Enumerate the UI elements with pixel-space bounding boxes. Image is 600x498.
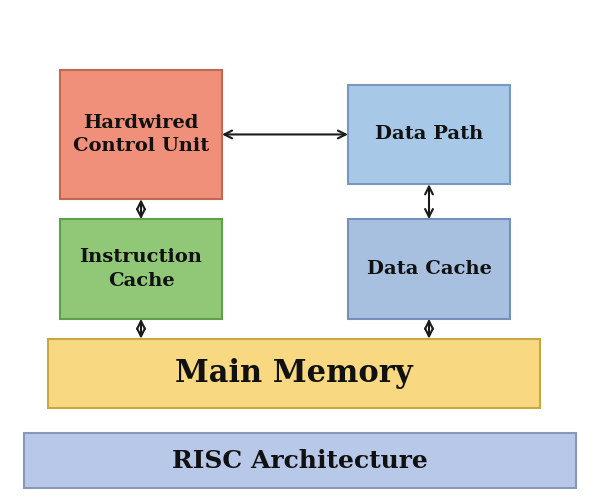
Text: RISC Architecture: RISC Architecture — [172, 449, 428, 473]
Text: Data Cache: Data Cache — [367, 260, 491, 278]
FancyBboxPatch shape — [348, 219, 510, 319]
FancyArrowPatch shape — [137, 321, 145, 336]
FancyArrowPatch shape — [224, 130, 346, 138]
Text: Hardwired
Control Unit: Hardwired Control Unit — [73, 114, 209, 155]
Text: Instruction
Cache: Instruction Cache — [80, 248, 202, 290]
Text: Data Path: Data Path — [375, 125, 483, 143]
FancyBboxPatch shape — [60, 219, 222, 319]
FancyArrowPatch shape — [425, 321, 433, 336]
FancyBboxPatch shape — [60, 70, 222, 199]
FancyArrowPatch shape — [137, 202, 145, 217]
FancyBboxPatch shape — [348, 85, 510, 184]
Text: Main Memory: Main Memory — [175, 358, 413, 389]
FancyBboxPatch shape — [24, 433, 576, 488]
FancyArrowPatch shape — [425, 187, 433, 217]
FancyBboxPatch shape — [48, 339, 540, 408]
